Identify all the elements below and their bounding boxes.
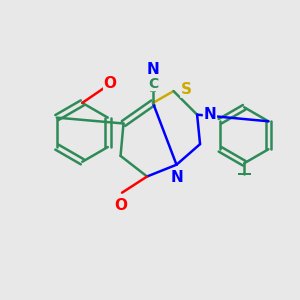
Text: S: S — [181, 82, 192, 97]
Text: N: N — [204, 107, 216, 122]
Text: N: N — [170, 170, 183, 185]
Text: N: N — [147, 61, 159, 76]
Text: O: O — [114, 198, 127, 213]
Text: C: C — [148, 76, 158, 91]
Text: O: O — [104, 76, 117, 91]
